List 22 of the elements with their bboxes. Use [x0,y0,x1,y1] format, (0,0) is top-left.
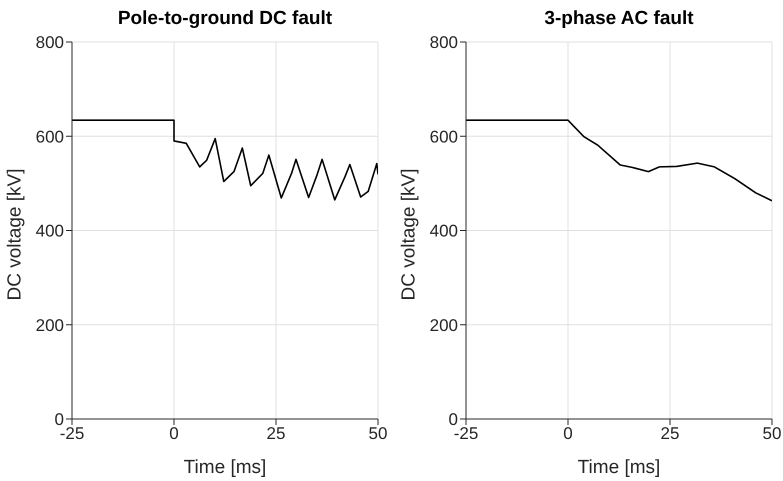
x-axis-title: Time [ms] [184,457,266,478]
y-tick-label: 200 [36,316,64,335]
y-tick-label: 800 [430,33,458,52]
y-axis-title: DC voltage [kV] [4,168,26,300]
chart-title: Pole-to-ground DC fault [116,8,334,30]
x-tick-label: 25 [660,424,680,444]
x-tick-label: 50 [368,424,388,444]
y-tick-label: 400 [430,222,458,241]
chart-title: 3-phase AC fault [543,8,695,30]
x-tick-label: 50 [762,424,782,444]
x-tick-label: 0 [169,424,179,444]
line-series [466,119,772,202]
line-series [72,119,378,201]
x-tick-label: 25 [266,424,286,444]
y-axis-title: DC voltage [kV] [398,168,420,300]
y-tick-label: 400 [36,222,64,241]
x-axis-title: Time [ms] [578,457,660,478]
y-tick-label: 200 [430,316,458,335]
y-tick-label: 600 [36,127,64,146]
y-tick-label: 600 [430,127,458,146]
y-tick-label: 800 [36,33,64,52]
x-tick-label: 0 [563,424,573,444]
